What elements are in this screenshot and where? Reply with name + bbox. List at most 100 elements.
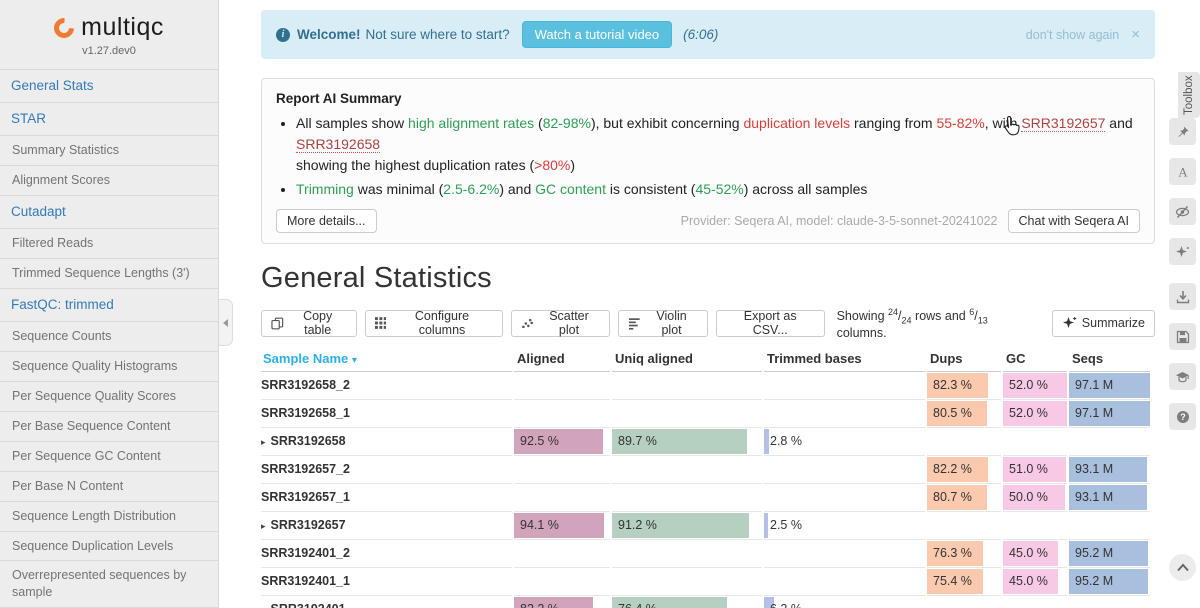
sidebar-item-cutadapt[interactable]: Cutadapt — [0, 195, 218, 228]
multiqc-logo-icon — [50, 13, 79, 42]
ai-sparkle-button[interactable] — [1169, 238, 1196, 265]
help-button[interactable]: ? — [1169, 403, 1196, 430]
sample-name-cell[interactable]: SRR3192401_2 — [261, 539, 513, 568]
toolbox-tab[interactable]: Toolbox — [1178, 72, 1200, 118]
tutorial-button[interactable] — [1169, 363, 1196, 390]
sidebar-item-sequence-length-distribution[interactable]: Sequence Length Distribution — [0, 500, 218, 531]
violin-icon — [628, 318, 640, 330]
gc-cell — [1001, 595, 1069, 608]
sidebar-collapse-handle[interactable] — [219, 299, 233, 346]
sample-link[interactable]: SRR3192657 — [1021, 115, 1106, 132]
table-body: SRR3192658_2 82.3 % 52.0 % 97.1 M SRR3192658… — [261, 371, 1152, 608]
scroll-to-top-button[interactable] — [1169, 554, 1196, 581]
sidebar-item-per-sequence-gc-content[interactable]: Per Sequence GC Content — [0, 440, 218, 471]
sidebar-item-sequence-quality-histograms[interactable]: Sequence Quality Histograms — [0, 351, 218, 381]
sidebar-item-per-base-sequence-content[interactable]: Per Base Sequence Content — [0, 411, 218, 441]
seqs-cell — [1067, 511, 1152, 540]
expand-caret-icon[interactable]: ▸ — [261, 437, 266, 448]
pin-button[interactable] — [1169, 118, 1196, 145]
column-header-trimmed_bases[interactable]: Trimmed bases — [763, 345, 926, 372]
rows-total: 24 — [901, 315, 912, 326]
close-icon[interactable]: × — [1131, 26, 1140, 43]
column-header-gc[interactable]: GC — [1002, 345, 1068, 372]
dups-cell: 75.4 % — [925, 567, 1003, 596]
save-button[interactable] — [1169, 323, 1196, 350]
sample-name-cell[interactable]: SRR3192657_2 — [261, 455, 513, 484]
sample-name-cell[interactable]: ▸ SRR3192657 — [261, 511, 513, 540]
sidebar-item-summary-statistics[interactable]: Summary Statistics — [0, 135, 218, 165]
sidebar-item-trimmed-sequence-lengths-3-[interactable]: Trimmed Sequence Lengths (3') — [0, 258, 218, 288]
export-csv-button[interactable]: Export as CSV... — [715, 309, 825, 337]
copy-icon — [271, 317, 284, 330]
sample-name-cell[interactable]: ▸ SRR3192658 — [261, 427, 513, 456]
column-header-uniq_aligned[interactable]: Uniq aligned — [611, 345, 763, 372]
sidebar-item-sequence-counts[interactable]: Sequence Counts — [0, 321, 218, 351]
aligned-cell: 92.5 % — [512, 427, 612, 456]
dups-value: 82.2 % — [933, 461, 972, 476]
highlight-text-button[interactable]: A — [1169, 158, 1196, 185]
dups-bar — [928, 540, 984, 566]
dups-cell: 82.3 % — [925, 371, 1003, 400]
dups-value: 82.3 % — [933, 377, 972, 392]
dups-value: 75.4 % — [933, 573, 972, 588]
chat-with-seqera-button[interactable]: Chat with Seqera AI — [1007, 209, 1140, 233]
sample-name-cell[interactable]: SRR3192658_2 — [261, 371, 513, 400]
hide-samples-button[interactable] — [1169, 198, 1196, 225]
violin-plot-button[interactable]: Violin plot — [617, 309, 708, 337]
download-button[interactable] — [1169, 283, 1196, 310]
sidebar-item-fastqc-trimmed[interactable]: FastQC: trimmed — [0, 288, 218, 321]
ai-text-segment: All samples show — [296, 115, 409, 131]
copy-table-button[interactable]: Copy table — [261, 309, 357, 337]
sidebar-nav: General Stats STAR Summary Statistics Align… — [0, 69, 218, 608]
info-icon: i — [276, 27, 290, 42]
watch-tutorial-button[interactable]: Watch a tutorial video — [521, 21, 673, 48]
sample-name-cell[interactable]: SRR3192401_1 — [261, 567, 513, 596]
graduation-cap-icon — [1176, 371, 1189, 382]
column-header-seqs[interactable]: Seqs — [1068, 345, 1151, 372]
trimmed_bases-cell — [762, 399, 927, 428]
ai-text-segment: Trimming — [296, 181, 354, 197]
sidebar-item-sequence-duplication-levels[interactable]: Sequence Duplication Levels — [0, 530, 218, 561]
sample-name-cell[interactable]: SRR3192658_1 — [261, 399, 513, 428]
seqs-cell: 95.2 M — [1067, 539, 1152, 568]
column-header-dups[interactable]: Dups — [926, 345, 1002, 372]
sidebar-item-filtered-reads[interactable]: Filtered Reads — [0, 228, 218, 258]
seqs-value: 93.1 M — [1075, 489, 1114, 504]
summarize-button[interactable]: Summarize — [1051, 309, 1156, 337]
logo-text: multiqc — [81, 13, 164, 41]
dups-value: 76.3 % — [933, 545, 972, 560]
sample-name-cell[interactable]: ▸SRR3192401 — [261, 595, 513, 608]
gc-value: 45.0 % — [1009, 545, 1048, 560]
sidebar-item-general-stats[interactable]: General Stats — [0, 69, 218, 102]
more-details-button[interactable]: More details... — [276, 209, 377, 233]
ai-provider-label: Provider: Seqera AI, model: claude-3-5-s… — [680, 214, 998, 228]
trimmed_bases-cell — [762, 455, 927, 484]
expand-caret-icon[interactable]: ▸ — [261, 605, 266, 608]
column-header-aligned[interactable]: Aligned — [513, 345, 611, 372]
configure-columns-button[interactable]: Configure columns — [364, 309, 503, 337]
gc-cell: 45.0 % — [1001, 539, 1069, 568]
gc-cell: 50.0 % — [1001, 483, 1069, 512]
sidebar-item-per-sequence-quality-scores[interactable]: Per Sequence Quality Scores — [0, 381, 218, 411]
gc-cell: 45.0 % — [1001, 567, 1069, 596]
svg-text:?: ? — [1180, 412, 1186, 422]
trimmed_bases-bar — [765, 428, 769, 454]
column-header-sample-name[interactable]: Sample Name ▾ — [261, 345, 513, 372]
scatter-plot-button[interactable]: Scatter plot — [510, 309, 610, 337]
sidebar-item-star[interactable]: STAR — [0, 102, 218, 135]
sample-link[interactable]: SRR3192658 — [296, 136, 381, 153]
expand-caret-icon[interactable]: ▸ — [261, 521, 266, 532]
sample-name-cell[interactable]: SRR3192657_1 — [261, 483, 513, 512]
help-icon: ? — [1176, 410, 1189, 423]
collapse-left-icon — [223, 318, 228, 327]
dont-show-again-link[interactable]: don't show again — [1025, 27, 1120, 42]
scatter-icon — [521, 318, 533, 328]
aligned-cell — [512, 371, 612, 400]
dups-bar — [928, 456, 988, 482]
gc-value: 52.0 % — [1009, 405, 1048, 420]
sidebar-item-per-base-n-content[interactable]: Per Base N Content — [0, 470, 218, 501]
uniq_aligned-value: 89.7 % — [618, 433, 657, 448]
sidebar-item-overrepresented-sequences-by-sample[interactable]: Overrepresented sequences by sample — [0, 560, 218, 607]
highlight-text-icon: A — [1178, 165, 1188, 179]
sidebar-item-alignment-scores[interactable]: Alignment Scores — [0, 165, 218, 195]
